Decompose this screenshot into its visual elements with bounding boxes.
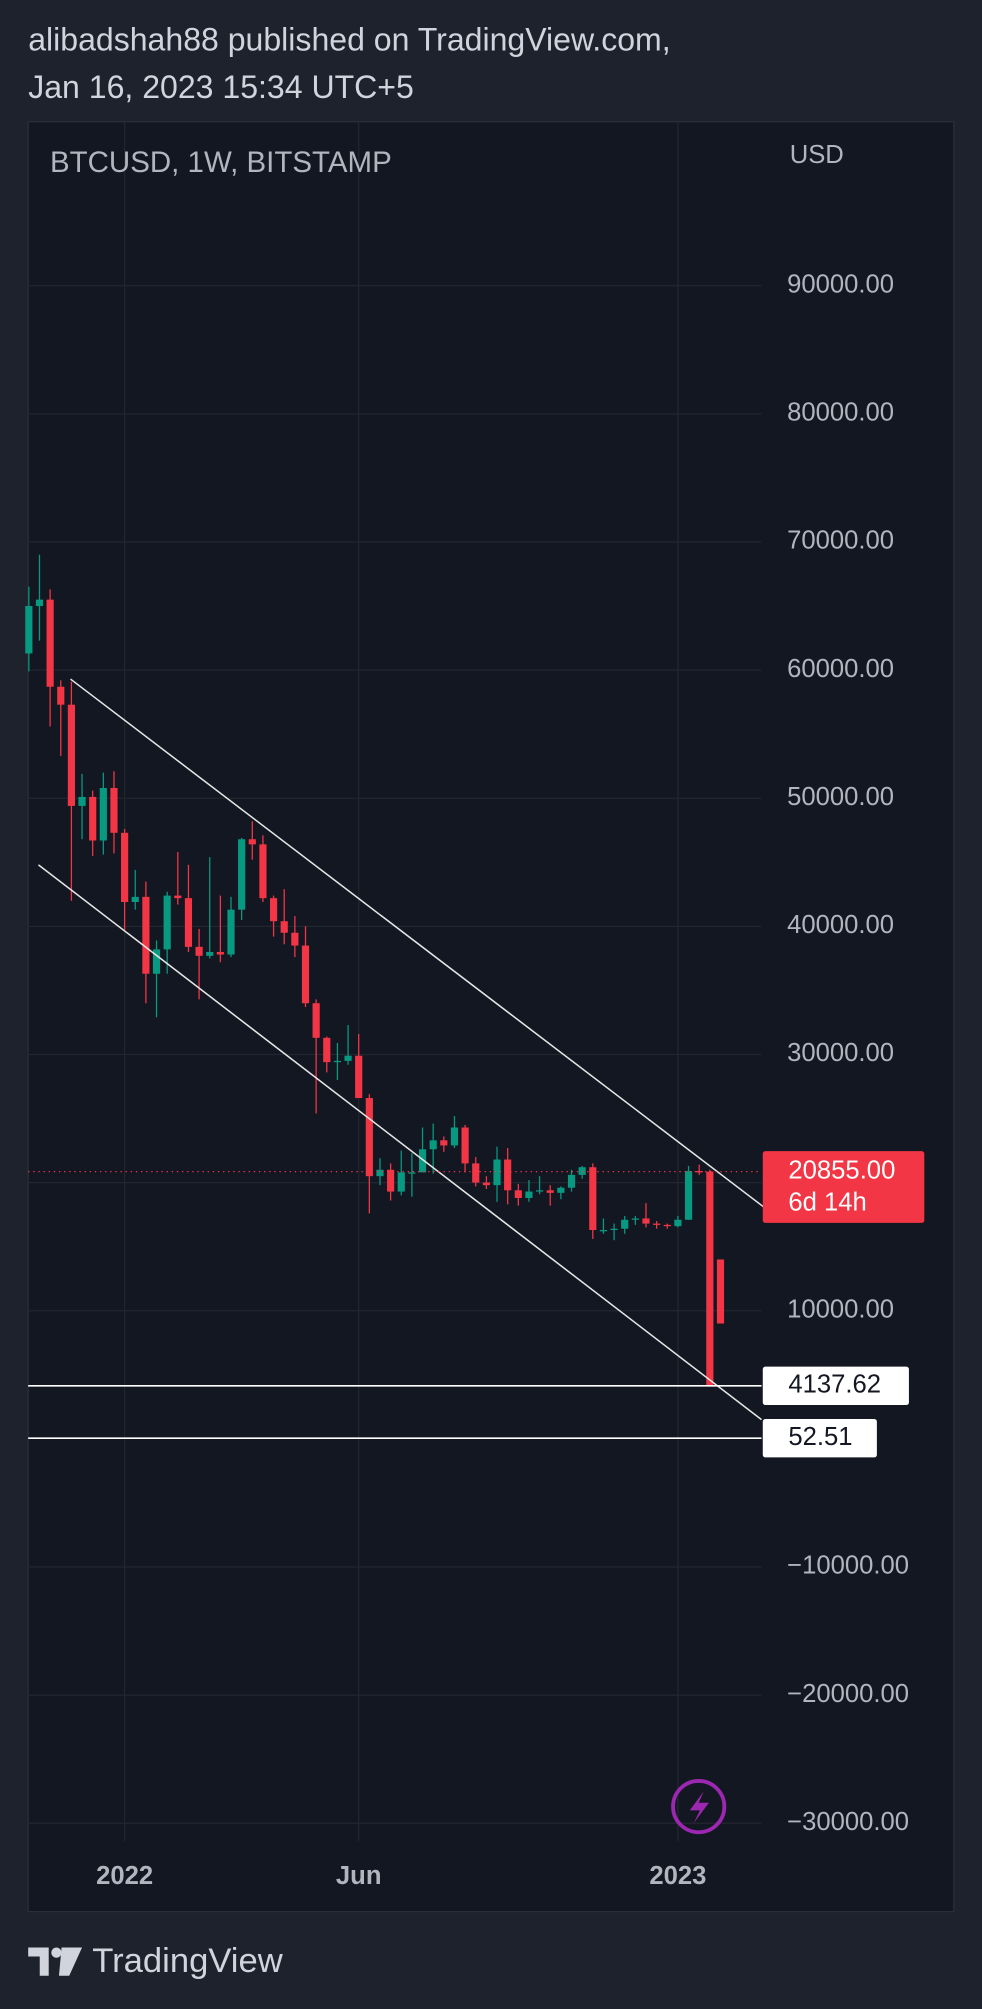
plot: −30000.00 −20000.00 −10000.00 10000.00 30000… xyxy=(25,121,909,1890)
candle-body xyxy=(184,898,193,947)
candle-body xyxy=(525,1191,533,1198)
candle-body xyxy=(610,1228,618,1230)
y-tick-label: 80000.00 xyxy=(787,399,894,427)
y-tick-label: 50000.00 xyxy=(787,783,894,811)
candle-body xyxy=(333,1060,342,1063)
candle-body xyxy=(227,909,235,955)
y-tick-label: 70000.00 xyxy=(787,527,894,555)
level-box xyxy=(762,1418,877,1458)
candle-body xyxy=(376,1169,384,1177)
candle-body xyxy=(440,1140,448,1146)
header-line: alibadshah88 published on TradingView.co… xyxy=(28,22,670,58)
candle-body xyxy=(301,945,310,1004)
candle-body xyxy=(589,1167,597,1230)
candle-body xyxy=(291,932,299,946)
candle-body xyxy=(397,1172,405,1192)
candle-body xyxy=(429,1140,437,1150)
candle-body xyxy=(131,896,139,902)
last-price-label: 20855.00 xyxy=(788,1156,895,1184)
last-price-box xyxy=(762,1151,925,1223)
candle-body xyxy=(599,1230,608,1232)
candle-body xyxy=(206,951,214,956)
level-label: 4137.62 xyxy=(788,1371,881,1399)
countdown-label: 6d 14h xyxy=(788,1188,866,1216)
candle-body xyxy=(35,599,44,607)
brand-logo[interactable] xyxy=(28,1947,83,1976)
candle-body xyxy=(89,796,97,841)
y-tick-label: −30000.00 xyxy=(787,1808,909,1836)
candle-body xyxy=(674,1219,682,1227)
candle-body xyxy=(152,949,161,974)
candle-body xyxy=(695,1171,703,1173)
candle-body xyxy=(365,1098,373,1177)
y-tick-label: 60000.00 xyxy=(787,655,894,683)
candle-body xyxy=(504,1159,512,1191)
candle-body xyxy=(142,896,150,974)
candle-body xyxy=(248,839,256,845)
x-tick-label: 2023 xyxy=(649,1862,706,1890)
y-tick-label: 10000.00 xyxy=(787,1295,894,1323)
candle-body xyxy=(418,1149,427,1173)
candle-body xyxy=(450,1127,459,1146)
candle-body xyxy=(408,1172,416,1174)
candle-body xyxy=(535,1190,544,1192)
x-tick-label: Jun xyxy=(336,1862,382,1890)
y-tick-label: 40000.00 xyxy=(787,911,894,939)
y-tick-label: −10000.00 xyxy=(787,1552,909,1580)
candle-body xyxy=(642,1218,650,1224)
candle-body xyxy=(482,1182,490,1186)
candle-body xyxy=(195,946,203,956)
candle-body xyxy=(269,898,278,922)
candle-body xyxy=(174,895,182,899)
candle-body xyxy=(121,832,129,902)
level-label: 52.51 xyxy=(788,1423,852,1451)
chart-title: BTCUSD, 1W, BITSTAMP xyxy=(50,146,392,179)
axis-unit: USD xyxy=(790,141,844,169)
candle-body xyxy=(323,1037,331,1063)
candle-body xyxy=(67,704,75,806)
alert-icon[interactable] xyxy=(671,1779,727,1835)
candle-body xyxy=(78,796,86,806)
candle-body xyxy=(312,1003,320,1038)
candle-body xyxy=(25,606,33,654)
y-tick-label: −20000.00 xyxy=(787,1680,909,1708)
brand-name[interactable]: TradingView xyxy=(92,1942,283,1980)
candle-body xyxy=(387,1169,395,1192)
level-box xyxy=(762,1366,909,1406)
candle-body xyxy=(344,1055,352,1061)
candle-body xyxy=(631,1218,639,1220)
chart-pane xyxy=(27,121,955,1913)
candle-body xyxy=(355,1055,363,1099)
candle-body xyxy=(567,1174,576,1188)
candle-body xyxy=(280,921,288,933)
candle-body xyxy=(110,787,118,833)
y-tick-label: 90000.00 xyxy=(787,270,894,298)
candle-body xyxy=(493,1159,501,1186)
candle-body xyxy=(663,1224,671,1227)
candle-body xyxy=(546,1190,554,1193)
channel-lower xyxy=(37,864,762,1421)
x-tick-label: 2022 xyxy=(96,1862,153,1890)
candle-body xyxy=(46,599,54,687)
candle-body xyxy=(472,1163,480,1183)
candle-body xyxy=(238,839,246,910)
candle-body xyxy=(461,1127,469,1164)
candle-body xyxy=(216,951,224,955)
channel-upper xyxy=(70,678,766,1209)
y-tick-label: 30000.00 xyxy=(787,1039,894,1067)
candle-body xyxy=(99,787,107,841)
candle-body xyxy=(557,1187,565,1193)
candle-body xyxy=(684,1171,693,1220)
candle-body xyxy=(163,895,171,950)
candle-body xyxy=(706,1171,714,1386)
header-line: Jan 16, 2023 15:34 UTC+5 xyxy=(28,69,414,105)
candle-body xyxy=(57,686,65,705)
candle-body xyxy=(716,1259,725,1324)
candle-body xyxy=(514,1190,522,1198)
candle-body xyxy=(653,1223,661,1225)
candle-body xyxy=(259,844,267,899)
candle-body xyxy=(621,1219,629,1229)
